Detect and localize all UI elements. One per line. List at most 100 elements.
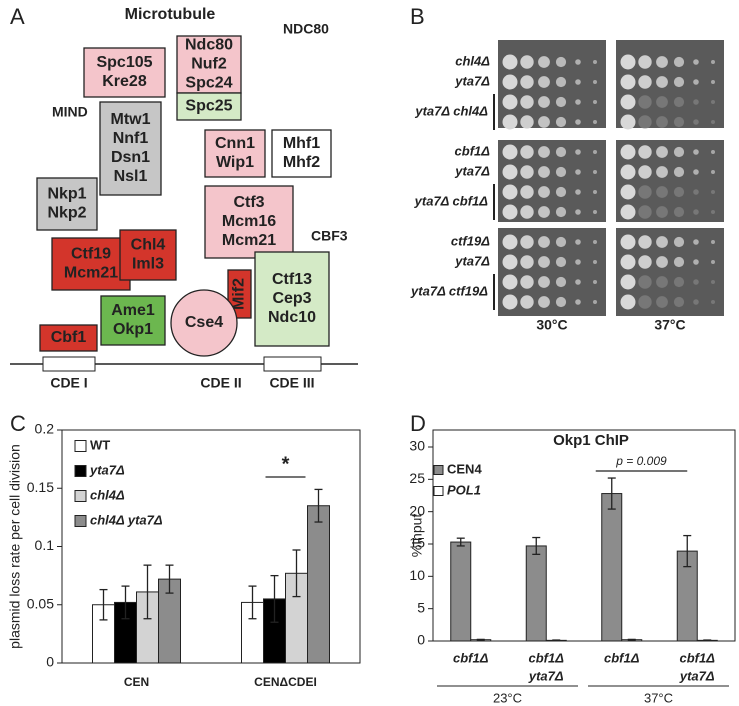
node-label: Spc24	[185, 75, 232, 92]
significance-mark: *	[282, 453, 290, 475]
strain-label: ctf19Δ	[451, 233, 490, 248]
node-box	[99, 101, 162, 196]
yeast-spot	[638, 235, 652, 249]
yeast-spot	[593, 190, 597, 194]
yeast-spot	[693, 119, 699, 125]
yeast-spot	[656, 276, 668, 288]
yeast-spot	[502, 144, 518, 160]
node-box	[176, 92, 242, 121]
legend-swatch	[74, 440, 87, 452]
yeast-spot	[673, 206, 685, 218]
yeast-spot	[575, 209, 581, 215]
yeast-spot	[520, 55, 534, 69]
yeast-spot	[620, 164, 636, 180]
yeast-spot	[555, 116, 567, 128]
legend-label: WT	[90, 437, 110, 452]
yeast-spot	[520, 275, 534, 289]
cde-box	[263, 356, 322, 372]
node-box	[36, 177, 98, 231]
yeast-spot	[638, 295, 652, 309]
yeast-spot	[620, 234, 636, 250]
yeast-spot	[620, 94, 636, 110]
group-label: CBF3	[311, 228, 348, 244]
yeast-spot	[593, 240, 597, 244]
node-box	[83, 47, 166, 98]
bar	[601, 493, 623, 642]
yeast-spot	[555, 296, 567, 308]
yeast-spot	[656, 186, 668, 198]
yeast-spot	[538, 96, 550, 108]
yeast-spot	[555, 236, 567, 248]
yeast-spot	[502, 204, 518, 220]
yeast-spot	[693, 59, 699, 65]
yeast-spot	[555, 276, 567, 288]
node-box	[227, 269, 252, 319]
temperature-label: 30°C	[536, 317, 567, 333]
yeast-spot	[693, 149, 699, 155]
panel-label: D	[410, 411, 426, 436]
yeast-spot	[502, 54, 518, 70]
node-box	[119, 229, 177, 281]
node-label: Ndc80	[185, 37, 233, 54]
y-tick-label: 15	[409, 535, 425, 551]
y-tick-label: 30	[409, 438, 425, 454]
strain-label: cbf1Δ	[455, 143, 491, 158]
yeast-spot	[656, 146, 668, 158]
yeast-spot	[638, 145, 652, 159]
yeast-spot	[620, 294, 636, 310]
yeast-spot	[656, 56, 668, 68]
yeast-spot	[593, 120, 597, 124]
yeast-spot	[656, 236, 668, 248]
node-label: Mhf2	[283, 154, 320, 171]
yeast-spot	[656, 116, 668, 128]
strain-label: chl4Δ	[455, 53, 490, 68]
x-tick-label: CEN	[124, 675, 149, 689]
yeast-spot	[502, 234, 518, 250]
yeast-spot	[538, 256, 550, 268]
yeast-spot	[538, 206, 550, 218]
yeast-spot	[575, 59, 581, 65]
yeast-spot	[693, 169, 699, 175]
yeast-spot	[502, 164, 518, 180]
legend-label: POL1	[447, 482, 481, 497]
yeast-spot	[638, 255, 652, 269]
yeast-spot	[620, 54, 636, 70]
x-tick-label: cbf1Δ	[680, 650, 716, 665]
yeast-spot	[638, 95, 652, 109]
panel-label: C	[10, 411, 26, 436]
yeast-spot	[575, 279, 581, 285]
yeast-spot	[673, 186, 685, 198]
yeast-spot	[575, 239, 581, 245]
yeast-spot	[638, 275, 652, 289]
yeast-spot	[520, 255, 534, 269]
legend-swatch	[74, 515, 87, 527]
node-label: Nkp2	[47, 205, 86, 222]
node-label: Ndc10	[268, 309, 316, 326]
yeast-spot	[711, 190, 715, 194]
yeast-spot	[555, 56, 567, 68]
yeast-spot	[538, 276, 550, 288]
yeast-spot	[538, 116, 550, 128]
node-label: Ctf19	[71, 246, 111, 263]
legend-label: chl4Δ yta7Δ	[90, 512, 163, 527]
y-axis-label: %Input	[409, 514, 425, 558]
yeast-spot	[656, 96, 668, 108]
yeast-spot	[502, 294, 518, 310]
dna-label: CDE II	[200, 375, 241, 391]
node-label: Nsl1	[114, 168, 148, 185]
node-label: Cse4	[185, 314, 223, 331]
yeast-spot	[711, 100, 715, 104]
y-tick-label: 0	[417, 632, 425, 648]
node-label: Spc25	[185, 98, 232, 115]
node-box	[204, 129, 266, 178]
legend-label: yta7Δ	[89, 462, 125, 477]
yeast-spot	[673, 76, 685, 88]
yeast-spot	[693, 279, 699, 285]
x-tick-label: cbf1Δ	[604, 650, 640, 665]
yeast-spot	[520, 185, 534, 199]
yeast-spot	[575, 169, 581, 175]
yeast-spot	[555, 96, 567, 108]
node-box	[51, 237, 131, 291]
yeast-spot	[538, 296, 550, 308]
yeast-spot	[555, 256, 567, 268]
